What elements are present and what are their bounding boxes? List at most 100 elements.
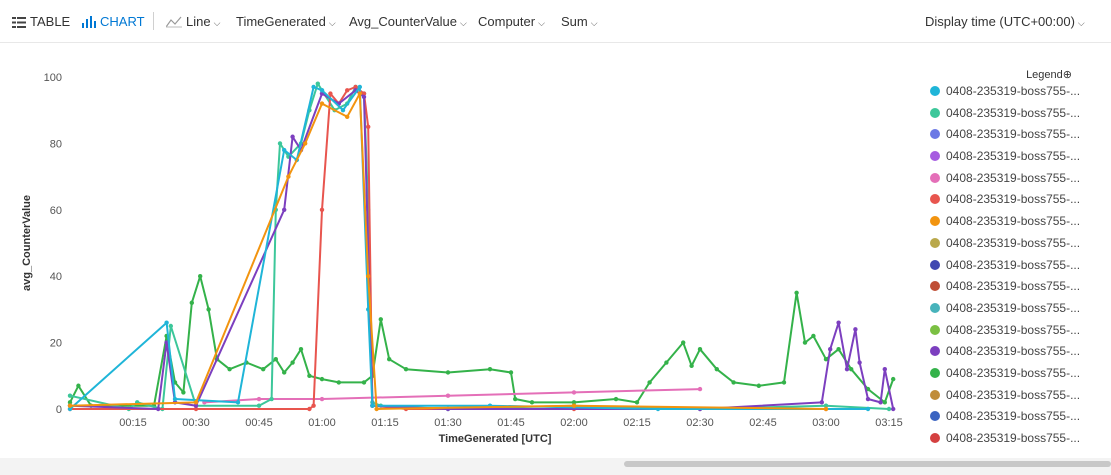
chart-type-dropdown[interactable]: Line ⌵	[166, 14, 220, 29]
data-point	[370, 403, 375, 408]
data-point	[366, 274, 371, 279]
data-point	[374, 406, 379, 412]
legend-swatch	[930, 237, 940, 248]
legend-item[interactable]: 0408-235319-boss755-...	[930, 192, 1080, 214]
legend-label: 0408-235319-boss755-...	[946, 387, 1081, 402]
legend-item[interactable]: 0408-235319-boss755-...	[930, 344, 1080, 366]
table-tab[interactable]: TABLE	[12, 14, 70, 29]
scrollbar-thumb[interactable]	[624, 461, 1111, 467]
legend-header[interactable]: Legend⊕	[1026, 68, 1072, 81]
data-point	[269, 396, 274, 402]
legend-item[interactable]: 0408-235319-boss755-...	[930, 279, 1080, 301]
data-point	[836, 347, 841, 352]
data-point	[345, 114, 350, 120]
display-time-dropdown[interactable]: Display time (UTC+00:00) ⌵	[925, 14, 1085, 29]
legend-swatch	[930, 324, 940, 335]
legend-item[interactable]: 0408-235319-boss755-...	[930, 301, 1080, 323]
data-point	[286, 174, 291, 179]
data-point	[891, 376, 896, 382]
legend-label: 0408-235319-boss755-...	[946, 235, 1081, 250]
x-axis-dropdown[interactable]: TimeGenerated ⌵	[236, 14, 336, 29]
legend-label: 0408-235319-boss755-...	[946, 431, 1081, 445]
chart-legend: Legend⊕ 0408-235319-boss755-... 0408-2353…	[930, 60, 1090, 460]
data-point	[277, 141, 283, 146]
legend-label: 0408-235319-boss755-...	[946, 84, 1081, 98]
legend-swatch	[930, 367, 940, 378]
data-point	[529, 400, 535, 405]
legend-item[interactable]: 0408-235319-boss755-...	[930, 106, 1080, 128]
x-tick-label: 00:45	[245, 417, 273, 429]
legend-item[interactable]: 0408-235319-boss755-...	[930, 323, 1080, 345]
y-tick-label: 0	[56, 404, 62, 416]
x-tick-label: 03:15	[875, 417, 903, 429]
data-point	[315, 81, 320, 86]
y-axis-dropdown[interactable]: Avg_CounterValue ⌵	[349, 14, 467, 29]
legend-item[interactable]: 0408-235319-boss755-...	[930, 84, 1080, 106]
legend-list: 0408-235319-boss755-... 0408-235319-boss7…	[930, 84, 1080, 453]
data-point	[303, 141, 308, 146]
legend-item[interactable]: 0408-235319-boss755-...	[930, 431, 1080, 453]
legend-label: 0408-235319-boss755-...	[946, 214, 1081, 229]
series-line	[69, 86, 868, 410]
data-point	[319, 88, 325, 93]
data-point	[168, 323, 173, 329]
data-point	[282, 370, 287, 375]
legend-item[interactable]: 0408-235319-boss755-...	[930, 388, 1080, 410]
chevron-down-icon: ⌵	[213, 18, 221, 28]
data-point	[513, 396, 518, 402]
data-point	[156, 406, 161, 412]
data-point	[891, 406, 896, 412]
x-tick-label: 01:00	[308, 417, 336, 429]
data-point	[227, 366, 232, 372]
x-tick-label: 00:30	[182, 417, 210, 429]
chevron-down-icon: ⌵	[538, 18, 545, 28]
data-point	[655, 406, 661, 412]
split-by-label: Computer	[478, 14, 536, 29]
data-point	[311, 403, 316, 408]
data-point	[361, 380, 367, 385]
legend-label: 0408-235319-boss755-...	[946, 365, 1081, 380]
data-point	[781, 380, 787, 385]
x-axis-title: TimeGenerated [UTC]	[439, 433, 552, 445]
x-tick-label: 01:45	[497, 417, 525, 429]
data-point	[198, 274, 203, 279]
bar-chart-icon	[82, 16, 96, 28]
split-by-dropdown[interactable]: Computer ⌵	[478, 14, 545, 29]
display-time-label: Display time (UTC+00:00)	[925, 14, 1075, 29]
chart-tab[interactable]: CHART	[82, 14, 145, 29]
series-line	[69, 82, 890, 410]
legend-item[interactable]: 0408-235319-boss755-...	[930, 236, 1080, 258]
data-point	[361, 94, 367, 100]
legend-label: 0408-235319-boss755-...	[946, 170, 1081, 185]
legend-label: 0408-235319-boss755-...	[946, 192, 1081, 207]
legend-item[interactable]: 0408-235319-boss755-...	[930, 214, 1080, 236]
line-chart-icon	[166, 16, 182, 28]
data-point	[823, 357, 829, 362]
data-point	[67, 403, 73, 408]
x-tick-label: 02:15	[623, 417, 651, 429]
legend-item[interactable]: 0408-235319-boss755-...	[930, 127, 1080, 149]
data-point	[193, 400, 199, 405]
data-point	[571, 400, 577, 405]
data-point	[256, 403, 262, 408]
data-point	[571, 403, 577, 408]
data-point	[164, 320, 169, 325]
data-point	[844, 366, 850, 372]
legend-label: 0408-235319-boss755-...	[946, 149, 1081, 164]
legend-swatch	[930, 194, 940, 205]
legend-item[interactable]: 0408-235319-boss755-...	[930, 149, 1080, 171]
chevron-down-icon: ⌵	[459, 18, 467, 28]
horizontal-scrollbar[interactable]	[0, 458, 1111, 475]
legend-swatch	[930, 281, 940, 292]
legend-item[interactable]: 0408-235319-boss755-...	[930, 366, 1080, 388]
data-point	[172, 396, 178, 402]
legend-item[interactable]: 0408-235319-boss755-...	[930, 171, 1080, 193]
data-point	[290, 134, 295, 139]
legend-item[interactable]: 0408-235319-boss755-...	[930, 409, 1080, 431]
data-point	[319, 207, 325, 212]
data-point	[67, 406, 73, 412]
legend-item[interactable]: 0408-235319-boss755-...	[930, 258, 1080, 280]
legend-toggle-icon: ⊕	[1062, 69, 1072, 81]
data-point	[361, 91, 367, 96]
aggregation-dropdown[interactable]: Sum ⌵	[561, 14, 598, 29]
